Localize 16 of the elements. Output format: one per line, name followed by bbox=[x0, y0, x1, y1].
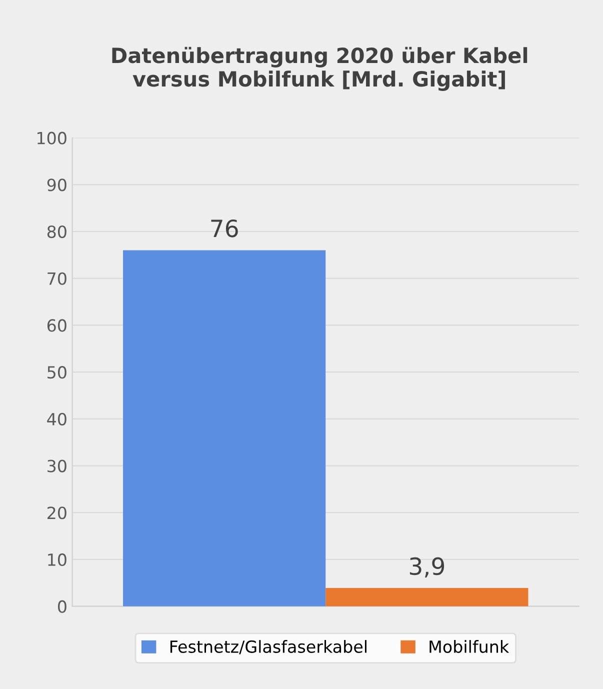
data-label: 3,9 bbox=[410, 557, 444, 578]
y-tick-label: 90 bbox=[47, 178, 66, 192]
y-tick-label: 70 bbox=[48, 272, 66, 285]
y-tick-label: 40 bbox=[47, 412, 66, 426]
legend-label: Festnetz/Glasfaserkabel bbox=[170, 640, 366, 654]
data-label: 76 bbox=[211, 219, 238, 238]
chart-title: Datenübertragung 2020 über Kabel versus Mobilfunk [Mrd. Gigabit] bbox=[112, 46, 528, 91]
y-tick-label: 0 bbox=[58, 600, 66, 613]
y-tick-label: 80 bbox=[47, 225, 66, 238]
y-tick-label: 20 bbox=[48, 506, 66, 520]
y-tick-label: 100 bbox=[38, 132, 66, 144]
legend-label: Mobilfunk bbox=[430, 640, 510, 653]
y-tick-label: 10 bbox=[48, 553, 66, 566]
y-tick-label: 60 bbox=[47, 319, 66, 332]
y-tick-label: 30 bbox=[48, 460, 66, 472]
y-tick-label: 50 bbox=[48, 366, 66, 379]
